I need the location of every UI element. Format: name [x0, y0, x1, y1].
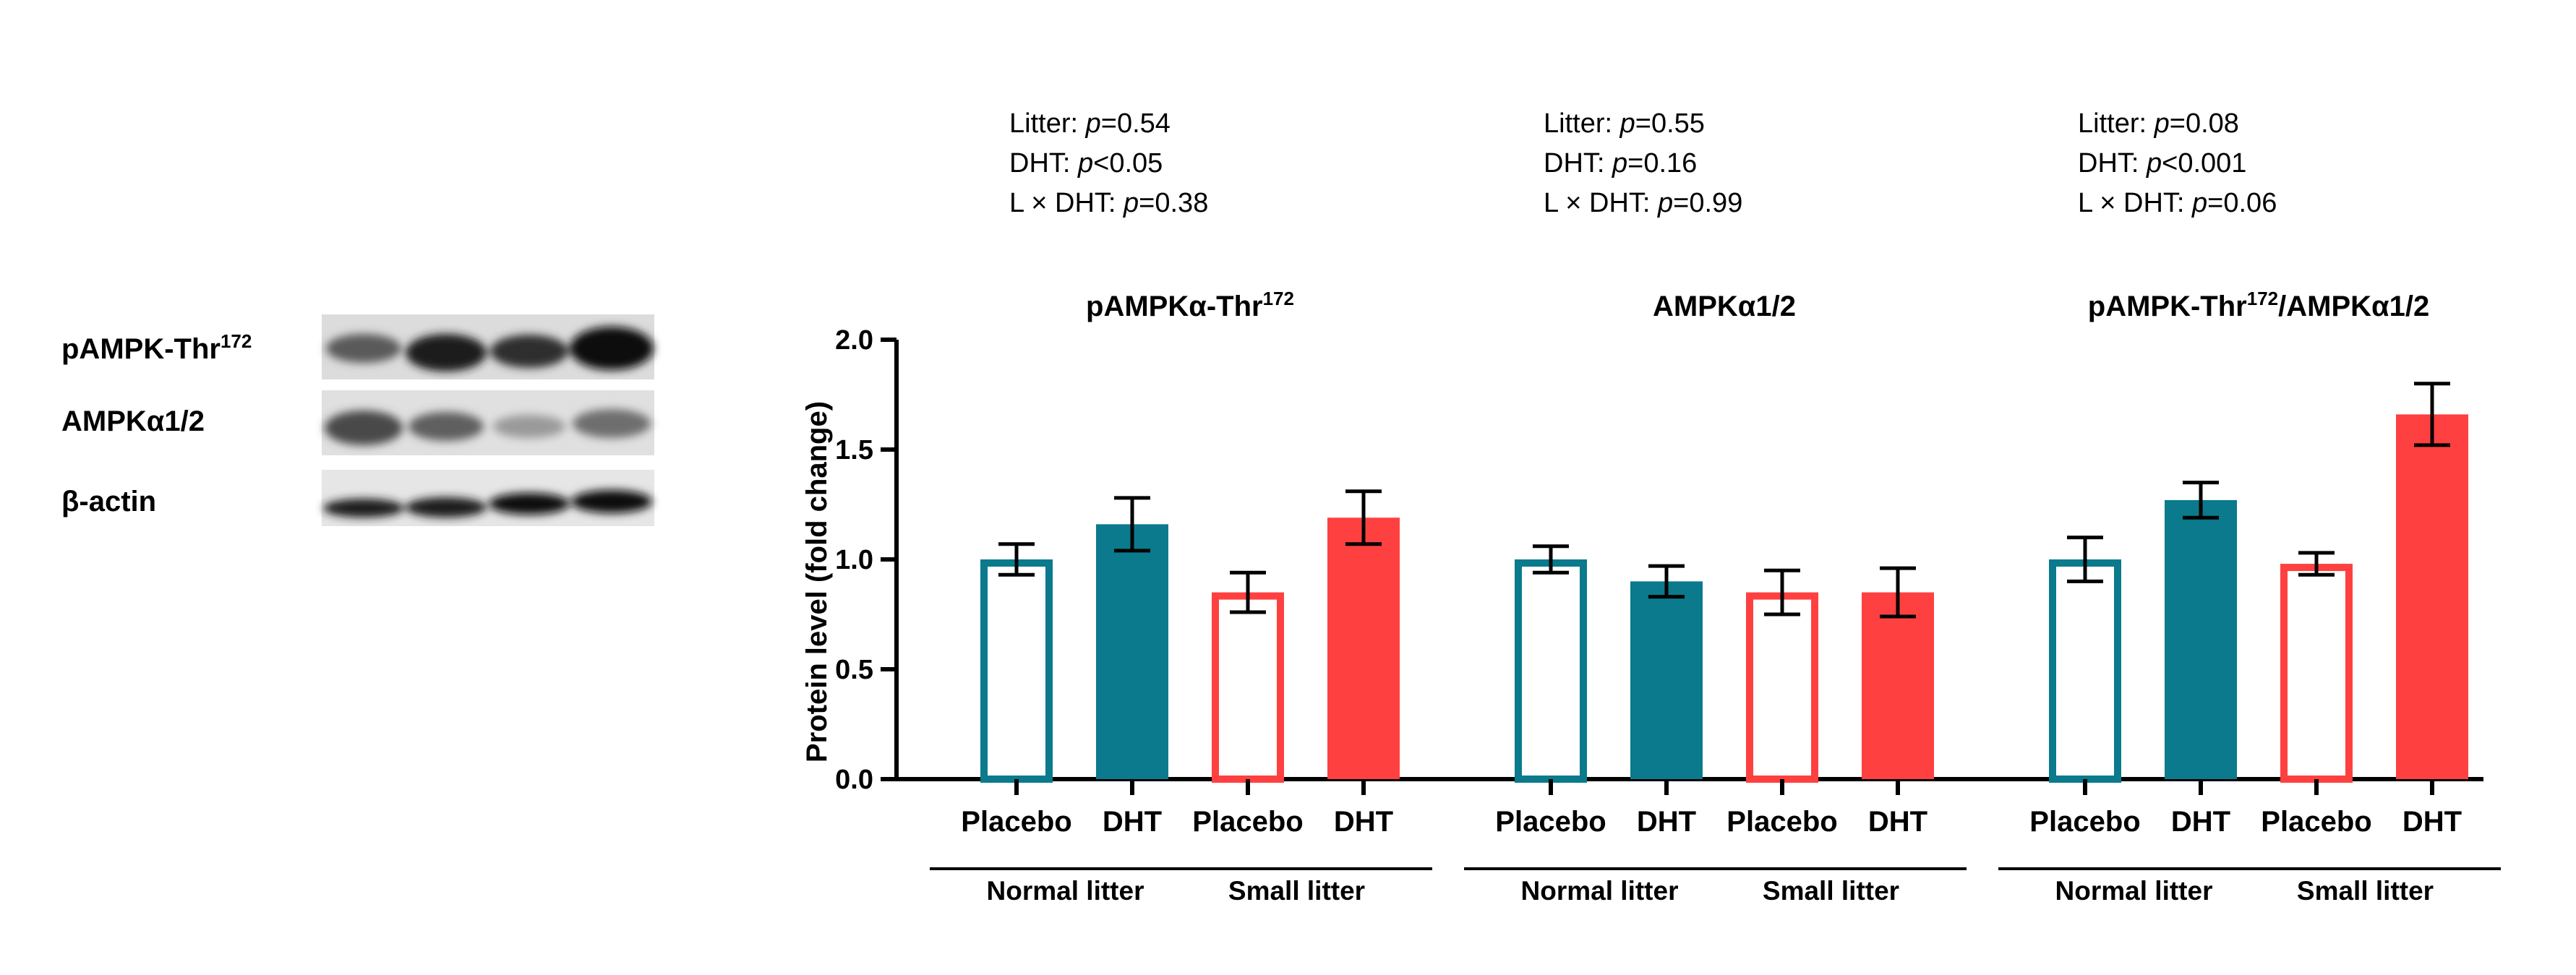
stats-line-dht: DHT: p=0.16 — [1544, 148, 1697, 179]
bar — [2165, 499, 2237, 779]
y-axis-title: Protein level (fold change) — [801, 401, 833, 763]
bar — [1212, 592, 1284, 783]
y-tick-label: 1.0 — [835, 545, 873, 575]
category-label: DHT — [1637, 806, 1696, 838]
band-ampk-2 — [408, 412, 484, 441]
category-label: DHT — [1334, 806, 1393, 838]
blot-label-beta-actin: β-actin — [61, 486, 156, 517]
category-label: Placebo — [2029, 806, 2140, 838]
band-ampk-3 — [493, 415, 565, 438]
group-label: Small litter — [1228, 876, 1365, 906]
bar — [1630, 581, 1703, 779]
stats-line-dht: DHT: p<0.001 — [2078, 148, 2246, 179]
chart-panel-2: Litter: p=0.55 DHT: p=0.16 L × DHT: p=0.99… — [1464, 108, 1967, 906]
stats-line-interaction: L × DHT: p=0.06 — [2078, 188, 2277, 218]
stats-line-litter: Litter: p=0.08 — [2078, 108, 2239, 139]
y-tick-label: 2.0 — [835, 325, 873, 356]
category-label: DHT — [1868, 806, 1927, 838]
chart-title: AMPKα1/2 — [1653, 291, 1796, 322]
chart-title: pAMPK-Thr172/AMPKα1/2 — [2088, 288, 2429, 322]
western-blot-panel: pAMPK-Thr172 AMPKα1/2 β-actin — [61, 314, 654, 526]
bar — [1327, 517, 1400, 779]
group-label: Normal litter — [1521, 876, 1679, 906]
category-label: DHT — [2171, 806, 2230, 838]
band-pampk-2 — [406, 334, 487, 371]
group-label: Normal litter — [987, 876, 1144, 906]
group-label: Small litter — [2297, 876, 2434, 906]
y-tick-label: 0.0 — [835, 765, 873, 795]
bar — [1515, 559, 1587, 783]
chart-panel-3: Litter: p=0.08 DHT: p<0.001 L × DHT: p=0.0… — [1998, 108, 2501, 906]
category-label: DHT — [2402, 806, 2462, 838]
chart-panel-1: Litter: p=0.54 DHT: p<0.05 L × DHT: p=0.38… — [930, 108, 1432, 906]
band-actin-1 — [323, 499, 404, 517]
band-actin-2 — [406, 497, 487, 517]
stats-line-litter: Litter: p=0.55 — [1544, 108, 1705, 139]
group-label: Small litter — [1763, 876, 1899, 906]
stats-line-interaction: L × DHT: p=0.38 — [1009, 188, 1208, 218]
stats-line-dht: DHT: p<0.05 — [1009, 148, 1163, 179]
band-pampk-4 — [570, 327, 654, 370]
band-actin-3 — [489, 493, 570, 515]
bar — [2280, 564, 2353, 783]
band-actin-4 — [571, 490, 652, 513]
bar — [2396, 414, 2468, 779]
charts: Litter: p=0.54 DHT: p<0.05 L × DHT: p=0.38… — [930, 108, 2501, 906]
blot-label-pampk: pAMPK-Thr172 — [61, 330, 252, 365]
bar — [980, 559, 1053, 783]
stats-line-litter: Litter: p=0.54 — [1009, 108, 1171, 139]
category-label: Placebo — [1726, 806, 1837, 838]
bar — [1096, 524, 1168, 779]
stats-line-interaction: L × DHT: p=0.99 — [1544, 188, 1742, 218]
band-pampk-1 — [326, 334, 401, 363]
y-tick-label: 0.5 — [835, 655, 873, 685]
chart-title: pAMPKα-Thr172 — [1086, 288, 1294, 322]
category-label: Placebo — [1495, 806, 1606, 838]
bar — [1862, 592, 1934, 779]
bar — [1746, 592, 1818, 783]
category-label: Placebo — [2261, 806, 2371, 838]
blot-label-ampk: AMPKα1/2 — [61, 405, 205, 437]
band-ampk-4 — [573, 409, 651, 438]
category-label: Placebo — [961, 806, 1071, 838]
category-label: DHT — [1103, 806, 1162, 838]
band-ampk-1 — [325, 411, 403, 445]
group-label: Normal litter — [2055, 876, 2213, 906]
y-tick-label: 1.5 — [835, 435, 873, 465]
category-label: Placebo — [1192, 806, 1303, 838]
bar — [2049, 559, 2121, 783]
band-pampk-3 — [490, 335, 568, 368]
